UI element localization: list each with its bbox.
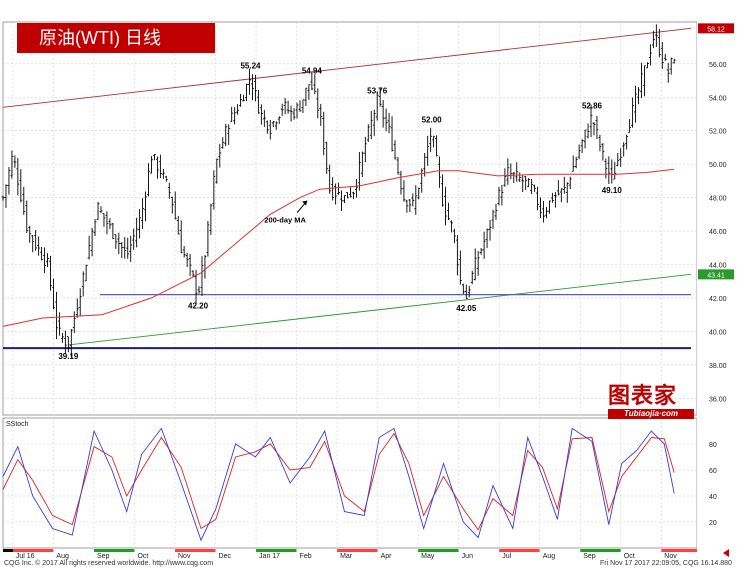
x-axis-label: Oct	[137, 553, 148, 560]
timeline-segment	[134, 549, 175, 552]
x-axis-label: Jul 16	[16, 553, 35, 560]
current-price-tag-label: 58.12	[707, 26, 725, 33]
price-annotation: 42.20	[188, 302, 209, 311]
timeline-segment	[93, 549, 135, 552]
x-axis-label: Jun	[462, 553, 473, 560]
timeline-segment	[256, 549, 297, 552]
watermark-cn: 图表家	[608, 383, 678, 408]
support-price-tag	[698, 269, 734, 280]
timeline-segment	[175, 549, 216, 552]
price-tick-label: 44.00	[709, 262, 727, 269]
chart-title: 原油(WTI) 日线	[17, 23, 215, 53]
timeline-segment	[620, 549, 662, 552]
footer-left: CQG Inc. © 2017 All rights reserved worl…	[4, 560, 214, 567]
stoch-tick-label: 40	[709, 494, 717, 501]
x-axis-label: Mar	[340, 553, 353, 560]
timeline-segment	[377, 549, 419, 552]
ma-200-line	[2, 168, 675, 327]
timeline-segment	[12, 549, 54, 552]
resistance-line	[2, 27, 692, 108]
x-axis-label: Aug	[543, 553, 556, 560]
stoch-tick-label: 80	[709, 442, 717, 449]
timeline-segment	[418, 549, 459, 552]
x-axis-label: Feb	[300, 553, 312, 560]
timeline-lead	[3, 549, 13, 552]
price-tick-label: 50.00	[709, 162, 727, 169]
timeline-segment	[661, 549, 697, 552]
footer-right: Fri Nov 17 2017 22:09:05, CQG 16.14.880	[600, 560, 732, 567]
watermark-en: Tubiaojia·com	[608, 409, 694, 419]
timeline-segment	[499, 549, 540, 552]
price-annotation: 54.94	[302, 67, 323, 76]
stoch-tick-label: 60	[709, 468, 717, 475]
x-axis-label: Sep	[583, 553, 596, 560]
timeline-segment	[337, 549, 378, 552]
price-tick-label: 40.00	[709, 329, 727, 336]
price-annotation: 49.10	[602, 186, 623, 195]
watermark-logo: 图表家 Tubiaojia·com	[608, 384, 694, 419]
x-axis-label: Nov	[664, 553, 677, 560]
price-annotation: 39.19	[58, 352, 79, 361]
axis-bg	[697, 22, 737, 548]
timeline-segment	[296, 549, 338, 552]
price-tick-label: 54.00	[709, 95, 727, 102]
timeline-segment	[539, 549, 581, 552]
x-axis-label: Nov	[178, 553, 191, 560]
stoch-d-line	[2, 432, 675, 531]
ma-arrow-head	[302, 200, 308, 206]
price-annotation: 52.00	[422, 116, 443, 125]
price-tick-label: 56.00	[709, 62, 727, 69]
support-line	[68, 273, 692, 346]
support-price-tag-label: 43.41	[707, 272, 725, 279]
price-annotation: 53.76	[367, 86, 388, 95]
price-tick-label: 46.00	[709, 229, 727, 236]
x-axis-label: Oct	[624, 553, 635, 560]
x-axis-label: Dec	[219, 553, 232, 560]
timeline-segment	[580, 549, 621, 552]
stoch-title: SStoch	[6, 421, 29, 428]
price-tick-label: 42.00	[709, 296, 727, 303]
scroll-left-icon	[723, 549, 729, 557]
x-axis-label: Apr	[381, 553, 393, 560]
x-axis-label: Sep	[97, 553, 110, 560]
timeline-segment	[215, 549, 257, 552]
x-axis-label: Aug	[56, 553, 69, 560]
x-axis-label: Jan 17	[259, 553, 280, 560]
stoch-panel-frame	[2, 417, 698, 549]
timeline-segment	[53, 549, 94, 552]
ma-label: 200-day MA	[264, 216, 306, 225]
current-price-tag	[698, 23, 734, 34]
price-annotation: 52.86	[582, 101, 603, 110]
stoch-tick-label: 20	[709, 520, 717, 527]
price-tick-label: 48.00	[709, 196, 727, 203]
x-axis-label: Jul	[502, 553, 511, 560]
price-panel-frame	[2, 21, 698, 416]
timeline-segment	[458, 549, 500, 552]
price-annotation: 55.24	[240, 62, 261, 71]
x-axis-label: May	[421, 553, 435, 560]
price-tick-label: 36.00	[709, 396, 727, 403]
price-annotation: 42.05	[456, 304, 477, 313]
price-tick-label: 38.00	[709, 363, 727, 370]
price-tick-label: 52.00	[709, 129, 727, 136]
stoch-k-line	[2, 427, 675, 542]
